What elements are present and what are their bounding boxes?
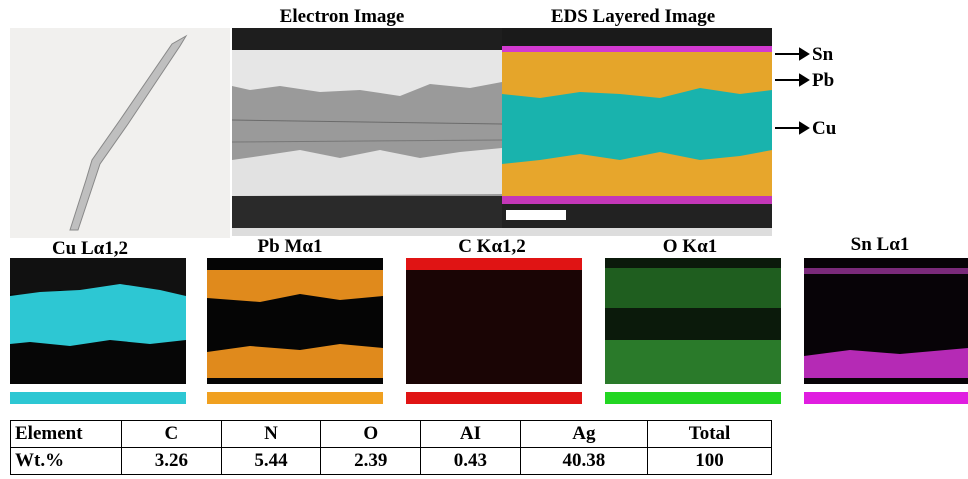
cell: 0.43: [421, 448, 521, 475]
table-row: Wt.% 3.26 5.44 2.39 0.43 40.38 100: [11, 448, 772, 475]
header-cell: O: [321, 421, 421, 448]
map-pb: [207, 258, 383, 404]
header-cell: Element: [11, 421, 122, 448]
image-title: EDS Layered Image: [551, 6, 715, 27]
scale-strip: [232, 228, 772, 236]
map-o: [605, 258, 781, 404]
cell: 100: [648, 448, 772, 475]
map-title: C Kα1,2: [458, 236, 526, 257]
eds-layered-image: [502, 28, 772, 228]
header-cell: Total: [648, 421, 772, 448]
header-cell: N: [221, 421, 321, 448]
table-header: Element C N O AI Ag Total: [11, 421, 772, 448]
map-title: Pb Mα1: [258, 236, 323, 257]
cell: 2.39: [321, 448, 421, 475]
map-title: O Kα1: [663, 236, 717, 257]
map-sn: [804, 258, 968, 404]
header-cell: AI: [421, 421, 521, 448]
layer-label: Cu: [812, 118, 837, 139]
map-title: Cu Lα1,2: [52, 238, 128, 259]
map-title: Sn Lα1: [851, 234, 910, 255]
layer-label: Sn: [812, 44, 834, 65]
map-cu: [10, 258, 186, 404]
row-label: Wt.%: [11, 448, 122, 475]
map-c: [406, 258, 582, 404]
figure: Electron Image EDS Layered Image Sn Pb C…: [0, 0, 968, 479]
header-cell: Ag: [520, 421, 647, 448]
cell: 40.38: [520, 448, 647, 475]
image-title: Electron Image: [280, 6, 405, 27]
cell: 5.44: [221, 448, 321, 475]
cell: 3.26: [122, 448, 222, 475]
layer-label: Pb: [812, 70, 834, 91]
header-cell: C: [122, 421, 222, 448]
composition-table: Element C N O AI Ag Total Wt.% 3.26 5.44…: [10, 420, 772, 475]
layer-arrows: [775, 49, 808, 133]
figure-images: Electron Image EDS Layered Image Sn Pb C…: [0, 0, 968, 420]
electron-image: [232, 28, 502, 228]
